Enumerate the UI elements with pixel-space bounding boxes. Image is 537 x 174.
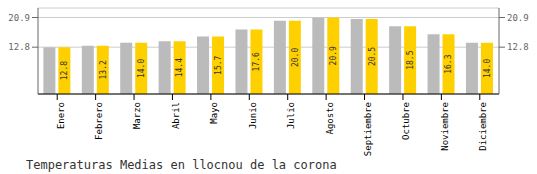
svg-text:12.8: 12.8 xyxy=(60,61,69,80)
svg-text:20.9: 20.9 xyxy=(507,13,529,23)
svg-text:Marzo: Marzo xyxy=(132,102,142,129)
svg-text:20.5: 20.5 xyxy=(368,47,377,66)
svg-text:Julio: Julio xyxy=(286,102,296,129)
svg-text:20.9: 20.9 xyxy=(329,46,338,65)
svg-text:Septiembre: Septiembre xyxy=(363,102,373,156)
svg-text:Junio: Junio xyxy=(248,102,258,129)
svg-text:13.2: 13.2 xyxy=(99,60,108,79)
svg-text:14.4: 14.4 xyxy=(175,58,184,77)
html-text:Temperaturas Medias en llocnou: Temperaturas Medias en llocnou de la cor… xyxy=(26,158,337,172)
svg-text:20.0: 20.0 xyxy=(291,48,300,67)
svg-text:Mayo: Mayo xyxy=(209,102,219,124)
svg-text:12.8: 12.8 xyxy=(8,42,30,52)
svg-text:14.0: 14.0 xyxy=(137,59,146,78)
svg-text:20.9: 20.9 xyxy=(8,13,30,23)
svg-text:15.7: 15.7 xyxy=(214,55,223,74)
svg-text:Abril: Abril xyxy=(171,102,181,129)
svg-text:12.8: 12.8 xyxy=(507,42,529,52)
svg-text:Enero: Enero xyxy=(56,102,66,129)
svg-text:Febrero: Febrero xyxy=(94,102,104,140)
svg-text:18.5: 18.5 xyxy=(406,50,415,69)
svg-text:17.6: 17.6 xyxy=(252,52,261,71)
svg-text:14.0: 14.0 xyxy=(483,59,492,78)
svg-text:16.3: 16.3 xyxy=(444,54,453,73)
svg-text:Agosto: Agosto xyxy=(325,102,335,135)
svg-text:Diciembre: Diciembre xyxy=(478,102,488,151)
svg-text:Noviembre: Noviembre xyxy=(440,102,450,151)
svg-text:Octubre: Octubre xyxy=(401,102,411,140)
